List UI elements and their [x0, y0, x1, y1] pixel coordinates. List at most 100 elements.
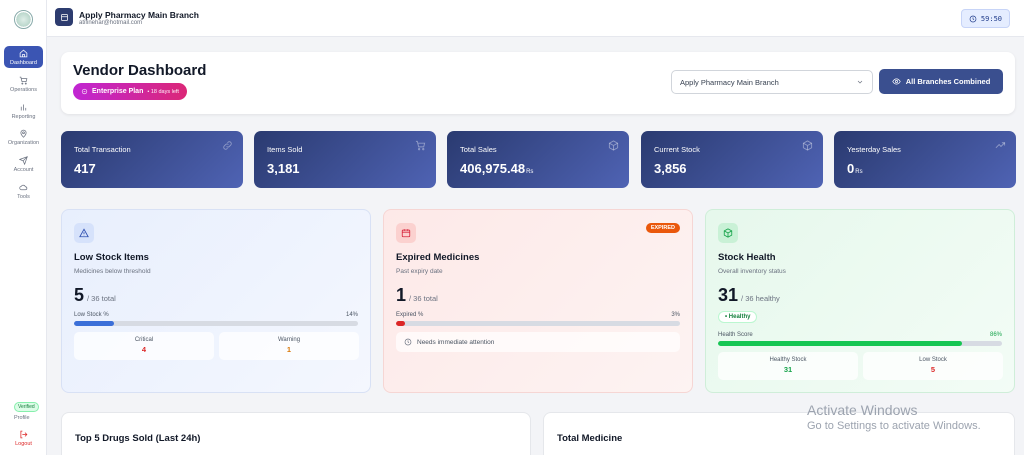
- attention-text: Needs immediate attention: [417, 338, 495, 346]
- activate-windows-watermark: Activate Windows: [807, 402, 918, 418]
- bar-label: Expired %: [396, 312, 424, 318]
- plan-days-left: • 18 days left: [147, 88, 179, 95]
- expired-medicines-card[interactable]: EXPIRED Expired Medicines Past expiry da…: [383, 209, 693, 393]
- all-branches-combined-button[interactable]: All Branches Combined: [879, 69, 1003, 94]
- healthy-stock-value: 31: [783, 365, 793, 374]
- calendar-icon: [396, 223, 416, 243]
- bar-chart-icon: [20, 104, 27, 110]
- critical-label: Critical: [134, 337, 154, 343]
- stat-card-yesterday-sales: Yesterday Sales 0Rs: [834, 131, 1016, 188]
- stat-label: Total Sales: [460, 145, 497, 154]
- box-icon: [802, 140, 813, 151]
- send-icon: [19, 155, 28, 165]
- sidebar-item-dashboard[interactable]: Dashboard: [4, 46, 43, 68]
- expired-progress-bar: [396, 321, 680, 326]
- page-title: Vendor Dashboard: [73, 62, 207, 79]
- card-subtitle: Past expiry date: [396, 268, 443, 275]
- stat-value: 3,181: [267, 161, 300, 176]
- warning-label: Warning: [277, 337, 301, 343]
- card-count: 1/ 36 total: [396, 285, 438, 305]
- eye-icon: [892, 78, 901, 85]
- sidebar-item-label: Operations: [10, 86, 37, 93]
- logout-button[interactable]: Logout: [4, 430, 43, 447]
- warning-value: 1: [286, 345, 292, 354]
- currency-unit: Rs: [526, 169, 534, 175]
- card-total: / 36 total: [409, 294, 438, 303]
- attention-note: Needs immediate attention: [396, 332, 680, 352]
- sidebar-item-label: Organization: [7, 139, 40, 146]
- expired-badge: EXPIRED: [645, 223, 680, 233]
- bar-percent: 14%: [345, 312, 358, 318]
- stock-health-card[interactable]: Stock Health Overall inventory status 31…: [705, 209, 1015, 393]
- bar-label: Health Score: [718, 332, 753, 338]
- stat-label: Items Sold: [267, 145, 303, 154]
- dashboard-header: Vendor Dashboard Enterprise Plan • 18 da…: [61, 52, 1015, 114]
- cloud-icon: [19, 184, 28, 190]
- top-drugs-panel: Top 5 Drugs Sold (Last 24h): [61, 412, 531, 455]
- clock-icon: [969, 15, 977, 22]
- sidebar-item-tools[interactable]: Tools: [4, 180, 43, 202]
- map-pin-icon: [20, 129, 27, 138]
- sidebar-item-label: Tools: [17, 193, 30, 200]
- total-medicine-panel: Total Medicine: [543, 412, 1015, 455]
- branch-select[interactable]: Apply Pharmacy Main Branch: [671, 70, 873, 94]
- home-icon: [19, 49, 28, 57]
- sidebar-item-reporting[interactable]: Reporting: [4, 100, 43, 122]
- bar-percent: 86%: [989, 332, 1002, 338]
- combined-button-label: All Branches Combined: [905, 77, 991, 86]
- app-logo: [14, 10, 33, 29]
- low-stock-progress-bar: [74, 321, 358, 326]
- panel-title: Total Medicine: [557, 433, 623, 444]
- store-name: Apply Pharmacy Main Branch: [79, 10, 199, 20]
- card-subtitle: Overall inventory status: [718, 268, 786, 275]
- sidebar-item-label: Dashboard: [10, 59, 37, 66]
- logout-label: Logout: [15, 441, 32, 447]
- low-stock-card[interactable]: Low Stock Items Medicines below threshol…: [61, 209, 371, 393]
- panel-title: Top 5 Drugs Sold (Last 24h): [75, 433, 201, 444]
- branch-select-value: Apply Pharmacy Main Branch: [680, 77, 779, 87]
- stat-value: 406,975.48Rs: [460, 161, 534, 176]
- warning-count-box: Warning 1: [219, 332, 359, 360]
- store-icon: [55, 8, 73, 26]
- healthy-stock-label: Healthy Stock: [769, 357, 807, 363]
- stat-label: Yesterday Sales: [847, 145, 901, 154]
- stat-value: 3,856: [654, 161, 687, 176]
- sidebar-item-account[interactable]: Account: [4, 153, 43, 175]
- card-subtitle: Medicines below threshold: [74, 268, 151, 275]
- card-count: 31/ 36 healthy: [718, 285, 780, 305]
- sidebar-item-profile[interactable]: Profile: [14, 415, 30, 421]
- sidebar-item-operations[interactable]: Operations: [4, 73, 43, 95]
- card-total: / 36 total: [87, 294, 116, 303]
- cart-icon: [19, 76, 28, 84]
- card-title: Stock Health: [718, 252, 776, 263]
- stat-value: 417: [74, 161, 96, 176]
- stat-card-total-transaction: Total Transaction 417: [61, 131, 243, 188]
- low-stock-value: 5: [930, 365, 936, 374]
- healthy-status-badge: • Healthy: [718, 311, 758, 323]
- timer-value: 59:50: [980, 14, 1002, 23]
- alert-triangle-icon: [74, 223, 94, 243]
- plan-badge[interactable]: Enterprise Plan • 18 days left: [73, 83, 187, 100]
- sidebar-item-label: Account: [13, 166, 34, 173]
- box-icon: [718, 223, 738, 243]
- stat-value: 0Rs: [847, 161, 863, 176]
- session-timer: 59:50: [960, 9, 1010, 28]
- healthy-stock-box: Healthy Stock 31: [718, 352, 858, 380]
- progress-fill: [396, 321, 405, 326]
- currency-unit: Rs: [855, 169, 863, 175]
- health-score-progress-bar: [718, 341, 1002, 346]
- trend-up-icon: [995, 142, 1006, 149]
- low-stock-label: Low Stock: [919, 357, 947, 363]
- low-stock-box: Low Stock 5: [863, 352, 1003, 380]
- progress-fill: [718, 341, 963, 346]
- link-icon: [223, 141, 232, 150]
- bar-label: Low Stock %: [74, 312, 109, 318]
- stat-card-total-sales: Total Sales 406,975.48Rs: [447, 131, 629, 188]
- activate-windows-hint: Go to Settings to activate Windows.: [807, 420, 981, 432]
- critical-value: 4: [141, 345, 147, 354]
- critical-count-box: Critical 4: [74, 332, 214, 360]
- verified-badge: Verified: [14, 402, 39, 412]
- sidebar-item-label: Reporting: [11, 113, 36, 120]
- sidebar-item-organization[interactable]: Organization: [4, 126, 43, 148]
- box-icon: [608, 140, 619, 151]
